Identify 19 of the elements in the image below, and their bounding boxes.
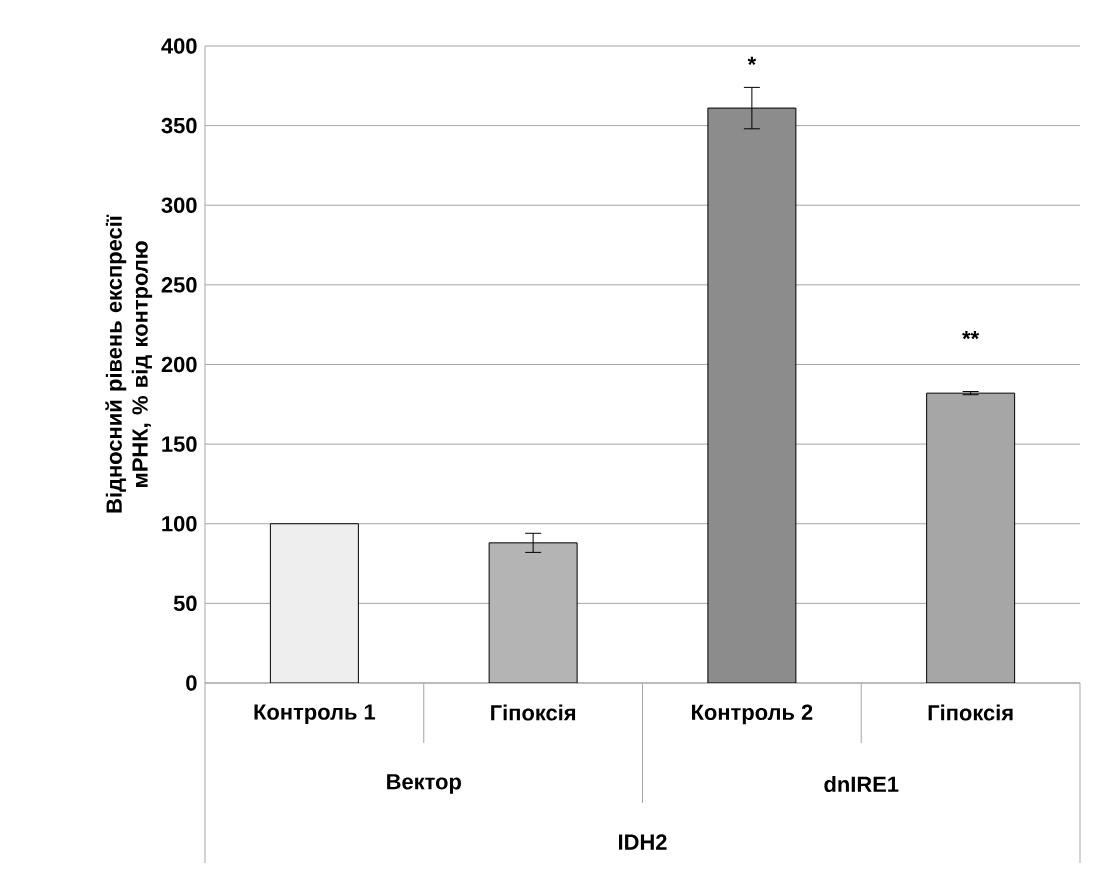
- y-tick-label: 350: [161, 117, 197, 134]
- text: dnIRE1: [824, 775, 899, 793]
- y-tick-label: 200: [161, 356, 197, 373]
- x-tick-label: Контроль 1: [254, 704, 376, 725]
- y-tick-label: 150: [162, 436, 197, 452]
- x-tick-label: Гіпоксія: [491, 704, 576, 721]
- y-tick-label: 400: [161, 38, 197, 54]
- y-tick-label: 250: [161, 277, 197, 293]
- y-axis-title: Відносний рівень експресії мРНК, % від контролю: [105, 214, 153, 513]
- annotation: *: [747, 56, 757, 65]
- annotation: **: [962, 330, 980, 340]
- x-tick-label: Контроль 2: [692, 704, 813, 725]
- y-tick-label: 0: [186, 675, 197, 691]
- y-tick-label: 300: [161, 197, 197, 214]
- y-tick-label: 100: [162, 515, 197, 532]
- x-tick-label: Гіпоксія: [928, 704, 1013, 721]
- text: IDH2: [619, 834, 667, 850]
- y-tick-label: 50: [173, 595, 197, 612]
- text: Вектор: [387, 774, 461, 794]
